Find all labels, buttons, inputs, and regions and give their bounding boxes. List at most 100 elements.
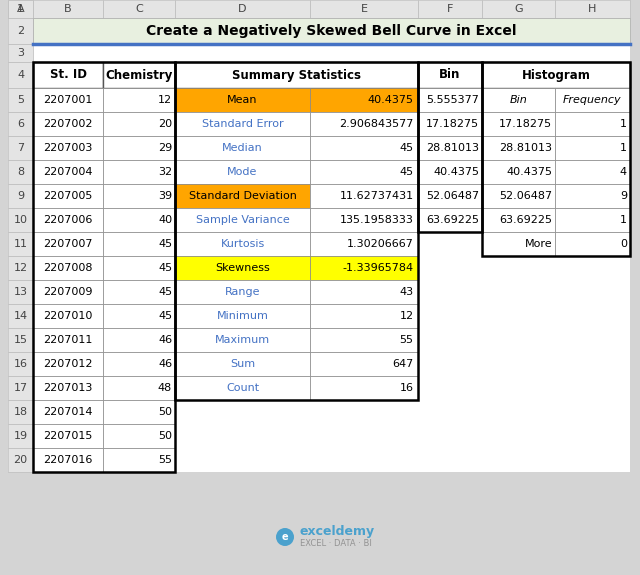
Text: 7: 7 bbox=[17, 143, 24, 153]
Text: Minimum: Minimum bbox=[216, 311, 268, 321]
Text: 11.62737431: 11.62737431 bbox=[340, 191, 413, 201]
Text: 3: 3 bbox=[17, 48, 24, 58]
Text: 16: 16 bbox=[13, 359, 28, 369]
Bar bbox=[175, 328, 310, 352]
Text: 45: 45 bbox=[399, 167, 413, 177]
Text: 2207004: 2207004 bbox=[44, 167, 93, 177]
Text: Bin: Bin bbox=[439, 68, 461, 82]
Bar bbox=[103, 352, 175, 376]
Bar bbox=[8, 136, 33, 160]
Text: Standard Deviation: Standard Deviation bbox=[189, 191, 296, 201]
Bar bbox=[33, 88, 103, 112]
Bar bbox=[175, 136, 310, 160]
Bar bbox=[8, 88, 33, 112]
Bar bbox=[310, 88, 418, 112]
Text: 9: 9 bbox=[620, 191, 627, 201]
Text: 9: 9 bbox=[17, 191, 24, 201]
Text: 12: 12 bbox=[13, 263, 28, 273]
Bar bbox=[33, 184, 103, 208]
Bar bbox=[8, 424, 33, 448]
Bar bbox=[555, 160, 630, 184]
Text: 45: 45 bbox=[399, 143, 413, 153]
Bar bbox=[103, 184, 175, 208]
Text: Kurtosis: Kurtosis bbox=[220, 239, 264, 249]
Bar bbox=[418, 208, 482, 232]
Bar bbox=[555, 184, 630, 208]
Text: 52.06487: 52.06487 bbox=[499, 191, 552, 201]
Text: 2207015: 2207015 bbox=[44, 431, 93, 441]
Text: e: e bbox=[282, 532, 288, 542]
Bar bbox=[8, 256, 33, 280]
Text: 17.18275: 17.18275 bbox=[499, 119, 552, 129]
Bar bbox=[103, 232, 175, 256]
Bar bbox=[310, 376, 418, 400]
Text: 40.4375: 40.4375 bbox=[433, 167, 479, 177]
Bar bbox=[482, 62, 630, 88]
Bar bbox=[8, 400, 33, 424]
Bar bbox=[33, 62, 103, 88]
Bar bbox=[175, 208, 310, 232]
Bar bbox=[33, 112, 103, 136]
Bar bbox=[482, 136, 555, 160]
Bar bbox=[310, 112, 418, 136]
Bar bbox=[33, 424, 103, 448]
Bar bbox=[103, 424, 175, 448]
Text: Bin: Bin bbox=[509, 95, 527, 105]
Bar bbox=[418, 62, 482, 88]
Bar bbox=[310, 328, 418, 352]
Text: 45: 45 bbox=[158, 311, 172, 321]
Text: 2207014: 2207014 bbox=[44, 407, 93, 417]
Text: 2207003: 2207003 bbox=[44, 143, 93, 153]
Text: 12: 12 bbox=[399, 311, 413, 321]
Bar bbox=[8, 352, 33, 376]
Text: 40.4375: 40.4375 bbox=[367, 95, 413, 105]
Bar bbox=[103, 112, 175, 136]
Bar bbox=[8, 304, 33, 328]
Bar bbox=[175, 256, 310, 280]
Bar bbox=[482, 112, 555, 136]
Bar bbox=[103, 304, 175, 328]
Text: 15: 15 bbox=[13, 335, 28, 345]
Text: Chemistry: Chemistry bbox=[106, 68, 173, 82]
Bar bbox=[33, 256, 103, 280]
Bar bbox=[482, 184, 555, 208]
Bar bbox=[310, 160, 418, 184]
Text: 20: 20 bbox=[13, 455, 28, 465]
Text: Histogram: Histogram bbox=[522, 68, 591, 82]
Bar bbox=[8, 18, 33, 44]
Bar bbox=[418, 136, 482, 160]
Bar bbox=[310, 136, 418, 160]
Bar bbox=[175, 112, 310, 136]
Circle shape bbox=[276, 528, 294, 546]
Text: Count: Count bbox=[226, 383, 259, 393]
Bar bbox=[33, 400, 103, 424]
Text: Median: Median bbox=[222, 143, 263, 153]
Bar bbox=[8, 44, 33, 62]
Bar bbox=[33, 136, 103, 160]
Bar bbox=[482, 208, 555, 232]
Text: H: H bbox=[588, 4, 596, 14]
Text: 17.18275: 17.18275 bbox=[426, 119, 479, 129]
Bar bbox=[418, 112, 482, 136]
Text: 2207016: 2207016 bbox=[44, 455, 93, 465]
Bar bbox=[33, 304, 103, 328]
Text: 50: 50 bbox=[158, 431, 172, 441]
Bar bbox=[310, 352, 418, 376]
Bar bbox=[33, 280, 103, 304]
Text: Mode: Mode bbox=[227, 167, 258, 177]
Bar bbox=[482, 0, 555, 18]
Bar bbox=[103, 62, 175, 88]
Text: Range: Range bbox=[225, 287, 260, 297]
Bar bbox=[33, 328, 103, 352]
Text: 5: 5 bbox=[17, 95, 24, 105]
Bar bbox=[418, 160, 482, 184]
Bar bbox=[8, 328, 33, 352]
Bar bbox=[103, 280, 175, 304]
Text: 1: 1 bbox=[620, 143, 627, 153]
Text: 8: 8 bbox=[17, 167, 24, 177]
Text: 4: 4 bbox=[17, 70, 24, 80]
Bar bbox=[175, 0, 310, 18]
Text: 28.81013: 28.81013 bbox=[499, 143, 552, 153]
Bar bbox=[482, 88, 555, 112]
Text: 2.906843577: 2.906843577 bbox=[339, 119, 413, 129]
